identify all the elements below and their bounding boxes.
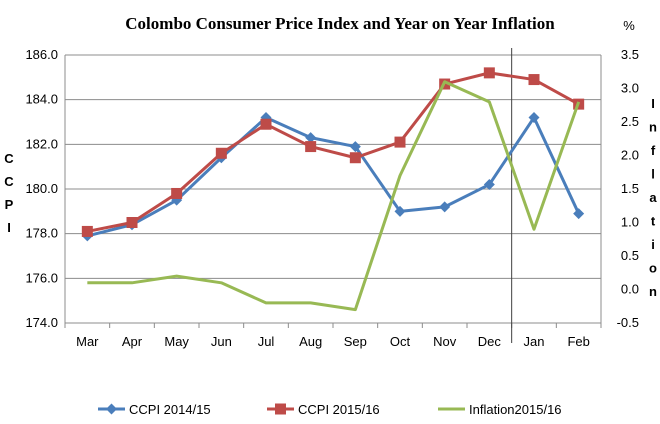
- right-tick-label: 3.5: [621, 47, 639, 62]
- x-tick-label: Jun: [211, 334, 232, 349]
- data-point: [483, 179, 495, 191]
- right-axis-unit: %: [623, 18, 635, 33]
- data-point: [349, 141, 361, 153]
- x-tick-label: Jul: [258, 334, 275, 349]
- x-tick-label: Feb: [567, 334, 589, 349]
- chart-title: Colombo Consumer Price Index and Year on…: [125, 14, 555, 33]
- right-tick-label: 2.0: [621, 148, 639, 163]
- left-tick-label: 182.0: [25, 136, 58, 151]
- data-point: [126, 217, 138, 228]
- data-point: [528, 112, 540, 124]
- x-tick-label: Nov: [433, 334, 457, 349]
- data-point: [394, 136, 406, 148]
- left-tick-label: 174.0: [25, 315, 58, 330]
- series-line: [87, 71, 580, 233]
- right-tick-label: 3.0: [621, 81, 639, 96]
- right-tick-label: 1.0: [621, 215, 639, 230]
- left-tick-label: 176.0: [25, 270, 58, 285]
- data-point: [349, 152, 361, 164]
- data-point: [483, 67, 495, 79]
- x-tick-label: May: [164, 334, 189, 349]
- x-tick-label: Oct: [390, 334, 411, 349]
- x-tick-label: Mar: [76, 334, 99, 349]
- left-tick-label: 184.0: [25, 92, 58, 107]
- legend-swatch-marker: [106, 403, 117, 415]
- left-tick-label: 178.0: [25, 226, 58, 241]
- data-point: [573, 208, 585, 220]
- data-point: [305, 132, 317, 144]
- x-tick-label: Apr: [122, 334, 143, 349]
- data-point: [260, 118, 272, 130]
- x-tick-label: Jan: [524, 334, 545, 349]
- left-tick-label: 180.0: [25, 181, 58, 196]
- legend-swatch-marker: [275, 403, 286, 415]
- series-group: [81, 67, 585, 312]
- data-point: [215, 147, 227, 159]
- legend-label: Inflation2015/16: [469, 402, 562, 417]
- data-point: [439, 201, 451, 213]
- series-ccpi-2014-15: [81, 112, 585, 242]
- right-axis-ticks: 3.5 3.0 2.5 2.0 1.5 1.0 0.5 0.0 -0.5: [617, 47, 639, 330]
- axes: [64, 48, 602, 343]
- right-tick-label: 1.5: [621, 181, 639, 196]
- series-inflation2015-16: [87, 80, 581, 312]
- data-point: [394, 205, 406, 217]
- data-point: [528, 74, 540, 86]
- x-axis-ticks: Mar Apr May Jun Jul Aug Sep Oct Nov Dec Jan Feb: [76, 334, 590, 349]
- data-point: [171, 187, 183, 199]
- right-tick-label: 0.0: [621, 282, 639, 297]
- x-tick-label: Dec: [478, 334, 502, 349]
- x-tick-label: Sep: [344, 334, 367, 349]
- legend: CCPI 2014/15 CCPI 2015/16 Inflation2015/16: [98, 402, 562, 417]
- x-tick-label: Aug: [299, 334, 322, 349]
- right-tick-label: -0.5: [617, 315, 639, 330]
- data-point: [305, 141, 317, 153]
- left-tick-label: 186.0: [25, 47, 58, 62]
- right-tick-label: 2.5: [621, 114, 639, 129]
- legend-label: CCPI 2015/16: [298, 402, 380, 417]
- series-line: [86, 116, 581, 238]
- data-point: [81, 225, 93, 237]
- series-line: [87, 80, 581, 312]
- legend-label: CCPI 2014/15: [129, 402, 211, 417]
- right-tick-label: 0.5: [621, 248, 639, 263]
- left-axis-ticks: 186.0 184.0 182.0 180.0 178.0 176.0 174.0: [25, 47, 58, 330]
